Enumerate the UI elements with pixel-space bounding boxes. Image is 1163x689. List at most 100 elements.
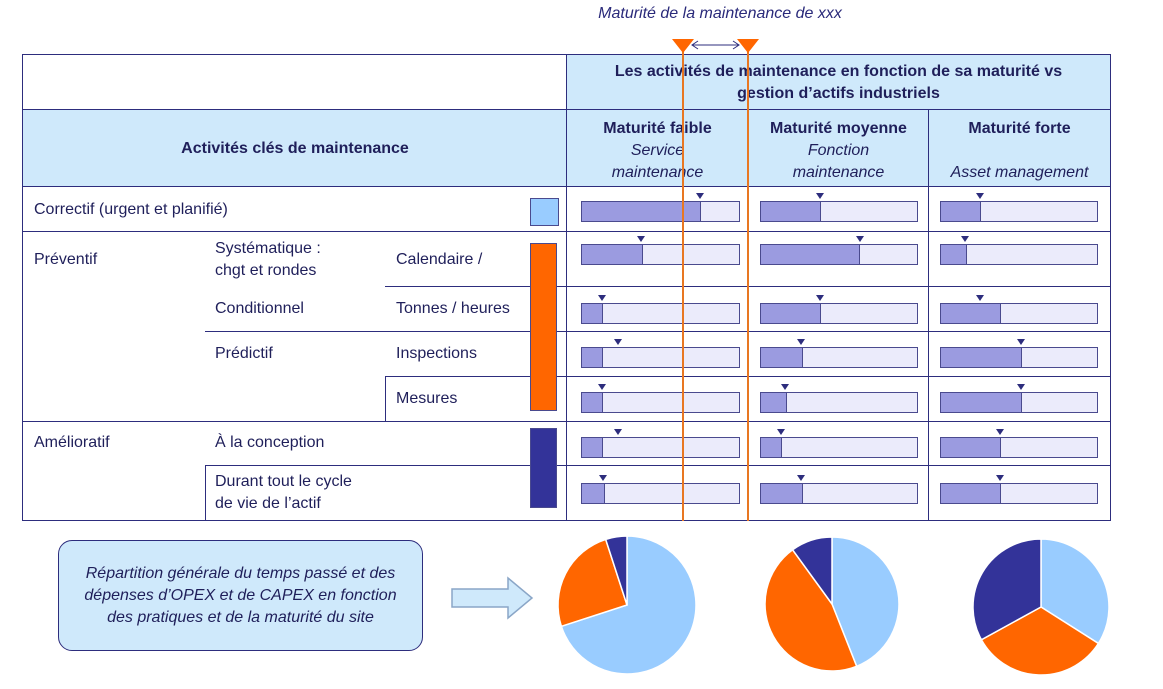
note-box: Répartition générale du temps passé et d… (58, 540, 423, 651)
label-systematique-1: Systématique : (215, 240, 321, 257)
bar-fill-1-2 (761, 304, 822, 323)
col-divider-1 (566, 186, 567, 521)
row-divider-2 (566, 286, 1111, 287)
bar-fill-2-1 (941, 245, 967, 264)
maturity-triangle-left (672, 39, 694, 53)
bar-marker-2-4 (1016, 384, 1025, 390)
bar-2-6 (940, 483, 1098, 504)
bar-2-1 (940, 244, 1098, 265)
diagram-title: Maturité de la maintenance de xxx (598, 5, 842, 22)
label-predictif: Prédictif (215, 345, 273, 362)
col-header-moyenne: Maturité moyenne Fonction maintenance (747, 109, 930, 188)
bar-1-6 (760, 483, 918, 504)
top-header-text: Les activités de maintenance en fonction… (614, 62, 1063, 102)
bar-fill-1-0 (761, 202, 822, 221)
bar-fill-2-2 (941, 304, 1002, 323)
bar-fill-0-4 (582, 393, 604, 412)
row-divider-1 (22, 231, 1111, 232)
bar-marker-1-3 (797, 339, 806, 345)
bar-0-3 (581, 347, 740, 368)
bar-fill-2-3 (941, 348, 1022, 367)
bar-marker-0-4 (597, 384, 606, 390)
bar-fill-2-4 (941, 393, 1022, 412)
pie-1-slice-amélioratif (791, 536, 833, 607)
right-arrow-icon (451, 576, 534, 620)
row-divider-3 (205, 331, 1111, 332)
bar-fill-1-6 (761, 484, 803, 503)
bar-marker-1-5 (776, 429, 785, 435)
maturity-range-arrowhead-right (732, 40, 740, 50)
legend-square-correctif (530, 198, 559, 226)
bar-fill-1-4 (761, 393, 787, 412)
bar-1-4 (760, 392, 918, 413)
bar-fill-0-2 (582, 304, 604, 323)
bar-fill-1-3 (761, 348, 803, 367)
bar-fill-2-5 (941, 438, 1002, 457)
col-title-forte: Maturité forte (968, 120, 1071, 137)
bar-marker-0-2 (597, 295, 606, 301)
legend-square-ameliortatif (530, 428, 557, 508)
col-sub2-forte: Asset management (950, 164, 1089, 181)
label-inspections: Inspections (396, 345, 477, 362)
bar-marker-0-5 (613, 429, 622, 435)
bar-0-1 (581, 244, 740, 265)
bar-marker-2-6 (996, 475, 1005, 481)
bar-0-5 (581, 437, 740, 458)
legend-square-preventif (530, 243, 557, 411)
maturity-triangle-right (737, 39, 759, 53)
note-text: Répartition générale du temps passé et d… (84, 564, 397, 626)
maturity-range-arrowhead-left (691, 40, 699, 50)
bar-marker-1-6 (797, 475, 806, 481)
bar-fill-0-0 (582, 202, 701, 221)
label-mesures: Mesures (396, 390, 458, 407)
bar-1-0 (760, 201, 918, 222)
bar-marker-0-3 (613, 339, 622, 345)
bar-marker-0-0 (696, 193, 705, 199)
bar-1-2 (760, 303, 918, 324)
detail-divider-mesures (385, 376, 386, 421)
bar-fill-1-1 (761, 245, 861, 264)
bar-marker-2-3 (1016, 339, 1025, 345)
label-preventif: Préventif (34, 251, 98, 268)
bar-2-2 (940, 303, 1098, 324)
detail-divider-left (205, 465, 206, 521)
bar-1-1 (760, 244, 918, 265)
bar-marker-2-2 (975, 295, 984, 301)
bar-0-6 (581, 483, 740, 504)
label-ameliortatif: Amélioratif (34, 434, 110, 451)
bar-fill-1-5 (761, 438, 783, 457)
bar-2-0 (940, 201, 1098, 222)
row-divider-2b (385, 286, 566, 287)
label-systematique-2: chgt et rondes (215, 262, 317, 279)
col-title-moyenne: Maturité moyenne (770, 120, 907, 137)
bar-marker-0-1 (637, 236, 646, 242)
bar-marker-1-0 (816, 193, 825, 199)
bar-marker-1-1 (855, 236, 864, 242)
bar-fill-0-6 (582, 484, 605, 503)
pie-0-slice-amélioratif (604, 535, 628, 606)
col-title-faible: Maturité faible (603, 120, 712, 137)
bar-marker-1-4 (781, 384, 790, 390)
bar-0-2 (581, 303, 740, 324)
pie-1-slice-préventif (764, 548, 858, 672)
bar-fill-0-5 (582, 438, 604, 457)
col-sub2-moyenne: maintenance (792, 164, 885, 181)
label-conditionnel: Conditionnel (215, 300, 304, 317)
bar-0-4 (581, 392, 740, 413)
col-sub2-faible: maintenance (611, 164, 704, 181)
label-cycle-1: Durant tout le cycle (215, 473, 352, 490)
bar-marker-2-1 (961, 236, 970, 242)
col-sub1-faible: Service (630, 142, 685, 159)
bar-2-4 (940, 392, 1098, 413)
bar-1-5 (760, 437, 918, 458)
col-header-forte: Maturité forte Asset management (928, 109, 1111, 188)
bar-marker-2-5 (996, 429, 1005, 435)
bar-fill-0-1 (582, 245, 643, 264)
pie-2-slice-amélioratif (972, 538, 1042, 641)
label-correctif: Correctif (urgent et planifié) (34, 201, 228, 218)
col-sub1-moyenne: Fonction (807, 142, 870, 159)
top-header: Les activités de maintenance en fonction… (566, 54, 1111, 111)
col-divider-3 (928, 186, 929, 521)
